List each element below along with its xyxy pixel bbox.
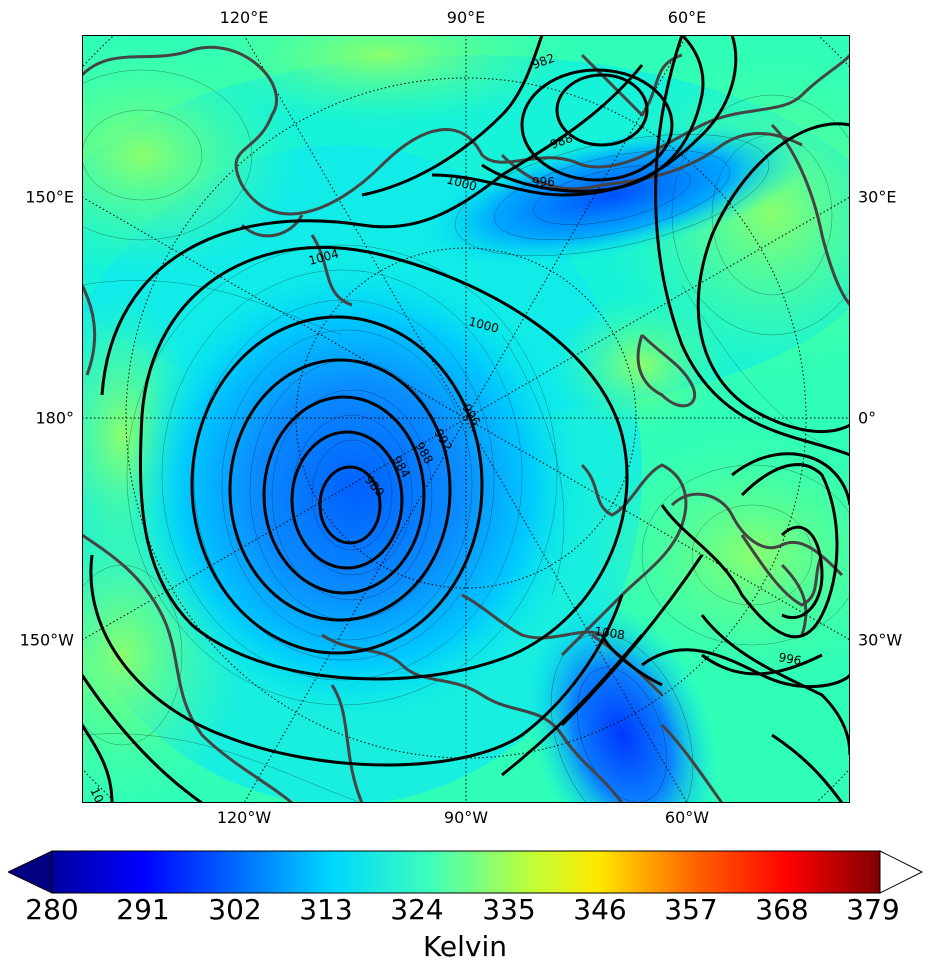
colorbar-tick: 346 bbox=[573, 893, 627, 926]
colorbar-tick: 357 bbox=[664, 893, 718, 926]
cold-core-low bbox=[127, 260, 587, 720]
colorbar-tick: 324 bbox=[390, 893, 444, 926]
colorbar bbox=[8, 850, 924, 894]
isobar-996 bbox=[190, 315, 484, 655]
colorbar-tick: 291 bbox=[116, 893, 170, 926]
cold-core-north bbox=[415, 123, 809, 267]
left-lon-label-150e: 150°E bbox=[25, 187, 74, 207]
isobar-1000 bbox=[138, 246, 629, 681]
colorbar-max-extend bbox=[879, 850, 924, 894]
isobar-988-north bbox=[520, 68, 674, 182]
colorbar-unit-label: Kelvin bbox=[422, 930, 508, 963]
isobar-992 bbox=[228, 358, 452, 622]
right-lon-label-30e: 30°E bbox=[858, 187, 897, 207]
colorbar-tick: 368 bbox=[755, 893, 809, 926]
isobar-984 bbox=[290, 430, 404, 570]
colorbar-tick: 313 bbox=[299, 893, 353, 926]
graticule bbox=[82, 35, 850, 803]
bottom-lon-label-90w: 90°W bbox=[443, 808, 489, 827]
bottom-lon-label-120w: 120°W bbox=[216, 808, 272, 827]
top-lon-label-90e: 90°E bbox=[446, 8, 486, 27]
top-lon-label-120e: 120°E bbox=[219, 8, 269, 27]
top-lon-label-60e: 60°E bbox=[667, 8, 707, 27]
bottom-lon-label-60w: 60°W bbox=[664, 808, 710, 827]
pressure-isobars bbox=[82, 35, 850, 803]
left-lon-label-150w: 150°W bbox=[19, 630, 74, 650]
contour-label: 1008 bbox=[594, 624, 626, 642]
map-frame bbox=[82, 35, 850, 803]
colorbar-gradient bbox=[51, 850, 881, 894]
right-lon-label-0: 0° bbox=[858, 408, 877, 428]
colorbar-tick: 335 bbox=[482, 893, 536, 926]
colorbar-tick: 379 bbox=[846, 893, 900, 926]
contour-label: 996 bbox=[777, 650, 802, 668]
isobar-1004 bbox=[100, 64, 644, 396]
polar-map: 982 988 996 1000 1004 1000 996 992 988 9… bbox=[82, 35, 850, 803]
colorbar-min-extend bbox=[8, 850, 53, 894]
contour-label: 996 bbox=[532, 175, 555, 189]
isobar-988 bbox=[262, 395, 426, 595]
left-lon-label-180: 180° bbox=[35, 408, 74, 428]
contour-label-group: 982 988 996 1000 1004 1000 996 992 988 9… bbox=[87, 51, 802, 803]
isobar-980 bbox=[318, 465, 382, 545]
colorbar-tick: 302 bbox=[208, 893, 262, 926]
colorbar-tick: 280 bbox=[25, 893, 79, 926]
isobar-982 bbox=[555, 73, 649, 147]
right-lon-label-30w: 30°W bbox=[858, 630, 903, 650]
